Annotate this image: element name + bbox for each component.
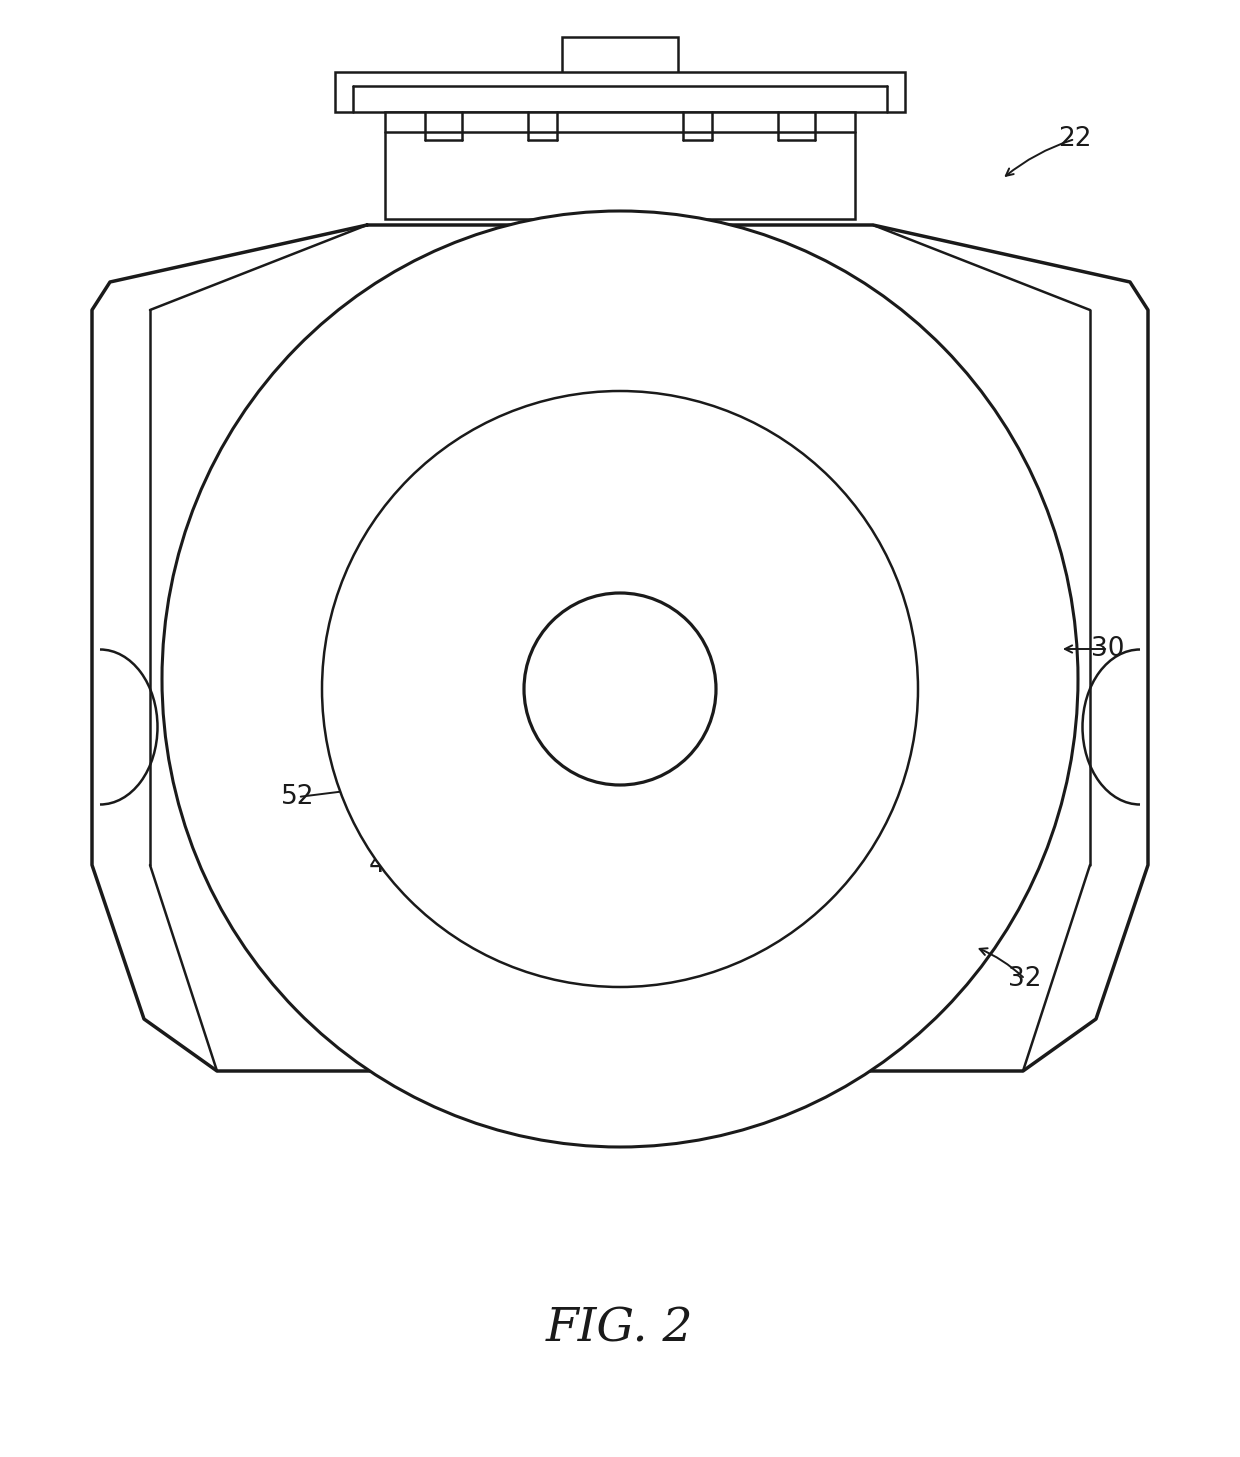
Text: 48: 48: [601, 504, 635, 530]
Polygon shape: [403, 734, 574, 906]
Polygon shape: [666, 734, 837, 906]
Circle shape: [525, 593, 715, 785]
Text: 52: 52: [281, 784, 315, 810]
Text: 22: 22: [1058, 125, 1091, 152]
Polygon shape: [403, 472, 574, 643]
Text: 50: 50: [339, 664, 372, 691]
Text: 46: 46: [511, 852, 544, 879]
Text: 52: 52: [396, 532, 429, 558]
Text: 52: 52: [735, 526, 769, 552]
Text: 42: 42: [745, 644, 779, 670]
Text: 30: 30: [1091, 637, 1125, 661]
Text: 38: 38: [371, 724, 404, 750]
Circle shape: [322, 390, 918, 986]
Polygon shape: [666, 472, 837, 643]
Text: 48: 48: [368, 852, 402, 879]
Text: 52: 52: [828, 785, 862, 812]
Text: 40: 40: [725, 597, 759, 624]
Text: 44: 44: [713, 686, 746, 712]
Polygon shape: [562, 36, 678, 82]
Text: FIG. 2: FIG. 2: [546, 1307, 694, 1352]
Polygon shape: [335, 71, 905, 112]
Ellipse shape: [162, 211, 1078, 1147]
Polygon shape: [368, 437, 872, 940]
Polygon shape: [384, 112, 856, 219]
Text: 36: 36: [582, 777, 615, 803]
Text: 32: 32: [1008, 966, 1042, 992]
Text: 48: 48: [601, 879, 635, 903]
Text: 34: 34: [378, 612, 412, 638]
